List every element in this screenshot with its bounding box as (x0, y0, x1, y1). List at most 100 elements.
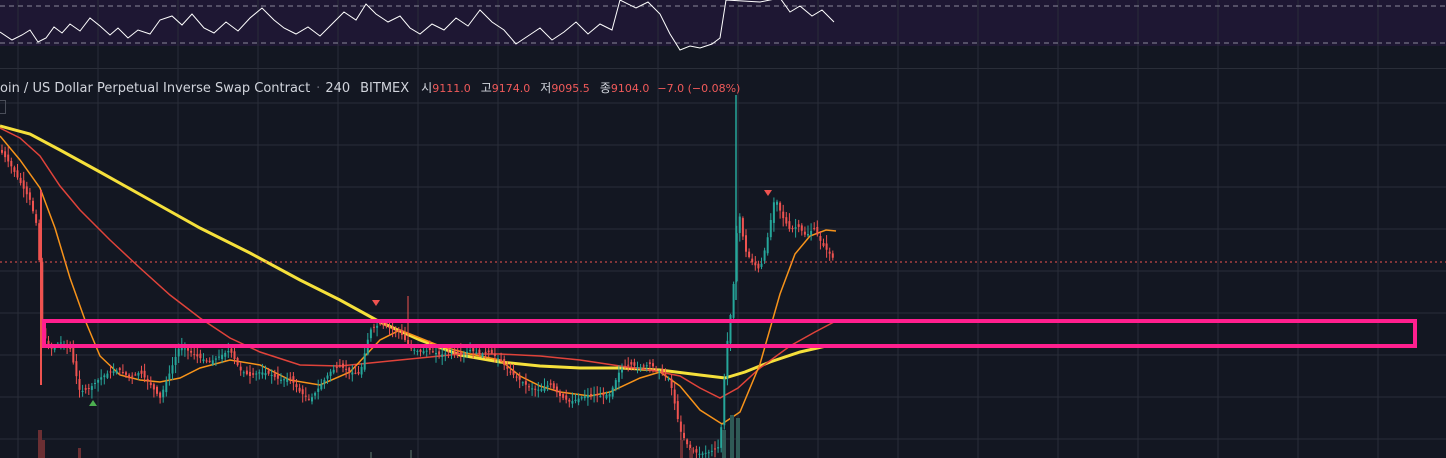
candle-body (419, 349, 422, 352)
candle-body (326, 375, 329, 379)
symbol-name[interactable]: oin / US Dollar Perpetual Inverse Swap C… (0, 81, 311, 96)
candle-body (503, 359, 506, 366)
pane-divider[interactable] (0, 68, 1446, 69)
candle-body (797, 224, 800, 227)
candle-body (738, 216, 741, 233)
candle-body (152, 384, 155, 390)
candle-body (19, 177, 22, 184)
candle-body (168, 373, 171, 380)
candle-body (84, 388, 87, 390)
legend-collapse-toggle[interactable] (0, 100, 6, 114)
candle-body (772, 202, 775, 223)
candle-body (183, 348, 186, 350)
candle-body (267, 370, 270, 374)
sell-signal-marker (372, 300, 380, 306)
indicator-pane[interactable] (0, 0, 1446, 46)
candle-body (800, 225, 803, 231)
candle-body (617, 372, 620, 383)
candle-body (810, 230, 813, 235)
candle-body (692, 450, 695, 452)
candle-body (323, 379, 326, 384)
candle-body (763, 250, 766, 261)
candle-body (493, 353, 496, 356)
candle-body (456, 351, 459, 356)
candle-body (32, 200, 34, 212)
candle-body (776, 201, 778, 205)
candle-body (338, 364, 341, 367)
candle-body (428, 347, 431, 351)
candle-body (624, 366, 627, 368)
candle-body (156, 386, 158, 394)
candle-body (686, 439, 689, 445)
candle-body (118, 368, 121, 371)
candle-body (7, 154, 10, 162)
candle-body (614, 380, 617, 390)
volume-bar (410, 450, 412, 458)
candle-body (593, 394, 596, 396)
candle-body (174, 356, 177, 366)
candle-body (540, 389, 543, 391)
candle-body (670, 378, 673, 388)
candle-body (590, 393, 592, 395)
candle-body (242, 372, 245, 374)
candle-body (472, 347, 475, 352)
candle-body (233, 351, 236, 359)
candle-body (332, 369, 335, 373)
candle-body (397, 330, 400, 332)
candle-body (391, 327, 394, 330)
ma-mid-line (0, 127, 835, 399)
legend-separator: · (316, 81, 321, 96)
candle-body (676, 401, 679, 419)
candle-body (534, 388, 537, 390)
candle-body (81, 390, 84, 392)
candle-body (745, 235, 747, 252)
candle-body (196, 354, 199, 357)
candle-body (35, 214, 38, 223)
candle-body (329, 371, 332, 376)
candle-body (292, 376, 295, 383)
candle-body (342, 363, 344, 368)
volume-bar (38, 430, 42, 458)
change-value: −7.0 (−0.08%) (657, 82, 741, 95)
high-value: 9174.0 (491, 82, 531, 95)
candle-body (255, 373, 258, 375)
candle-body (689, 444, 692, 451)
candle-body (831, 253, 834, 258)
chart-legend: oin / US Dollar Perpetual Inverse Swap C… (0, 79, 740, 99)
low-label: 저 (540, 81, 552, 95)
candle-body (559, 391, 561, 396)
candle-body (134, 374, 137, 376)
oscillator-line (0, 0, 835, 51)
candle-body (404, 334, 406, 340)
candle-body (121, 372, 124, 374)
candle-body (481, 353, 484, 357)
candle-body (165, 381, 168, 393)
candle-body (506, 366, 509, 369)
candle-body (518, 375, 521, 380)
candle-body (314, 392, 317, 396)
candle-body (552, 383, 555, 389)
candle-body (633, 362, 636, 366)
candle-body (307, 398, 310, 400)
candle-body (348, 367, 351, 372)
candle-body (335, 366, 338, 368)
candle-body (400, 330, 403, 336)
candle-body (193, 354, 196, 356)
candle-body (320, 384, 323, 390)
candle-body (261, 372, 264, 375)
candle-body (602, 393, 605, 396)
candle-body (683, 432, 685, 438)
candle-body (10, 160, 13, 167)
highlight-rectangle (42, 319, 1417, 348)
candle-body (345, 368, 348, 370)
candle-body (149, 382, 152, 386)
candle-body (162, 389, 165, 398)
candle-body (354, 372, 357, 374)
candle-body (97, 379, 100, 383)
candle-body (28, 192, 31, 200)
timeframe-label[interactable]: 240 (325, 81, 351, 96)
candle-body (453, 350, 456, 354)
candle-body (273, 373, 276, 377)
